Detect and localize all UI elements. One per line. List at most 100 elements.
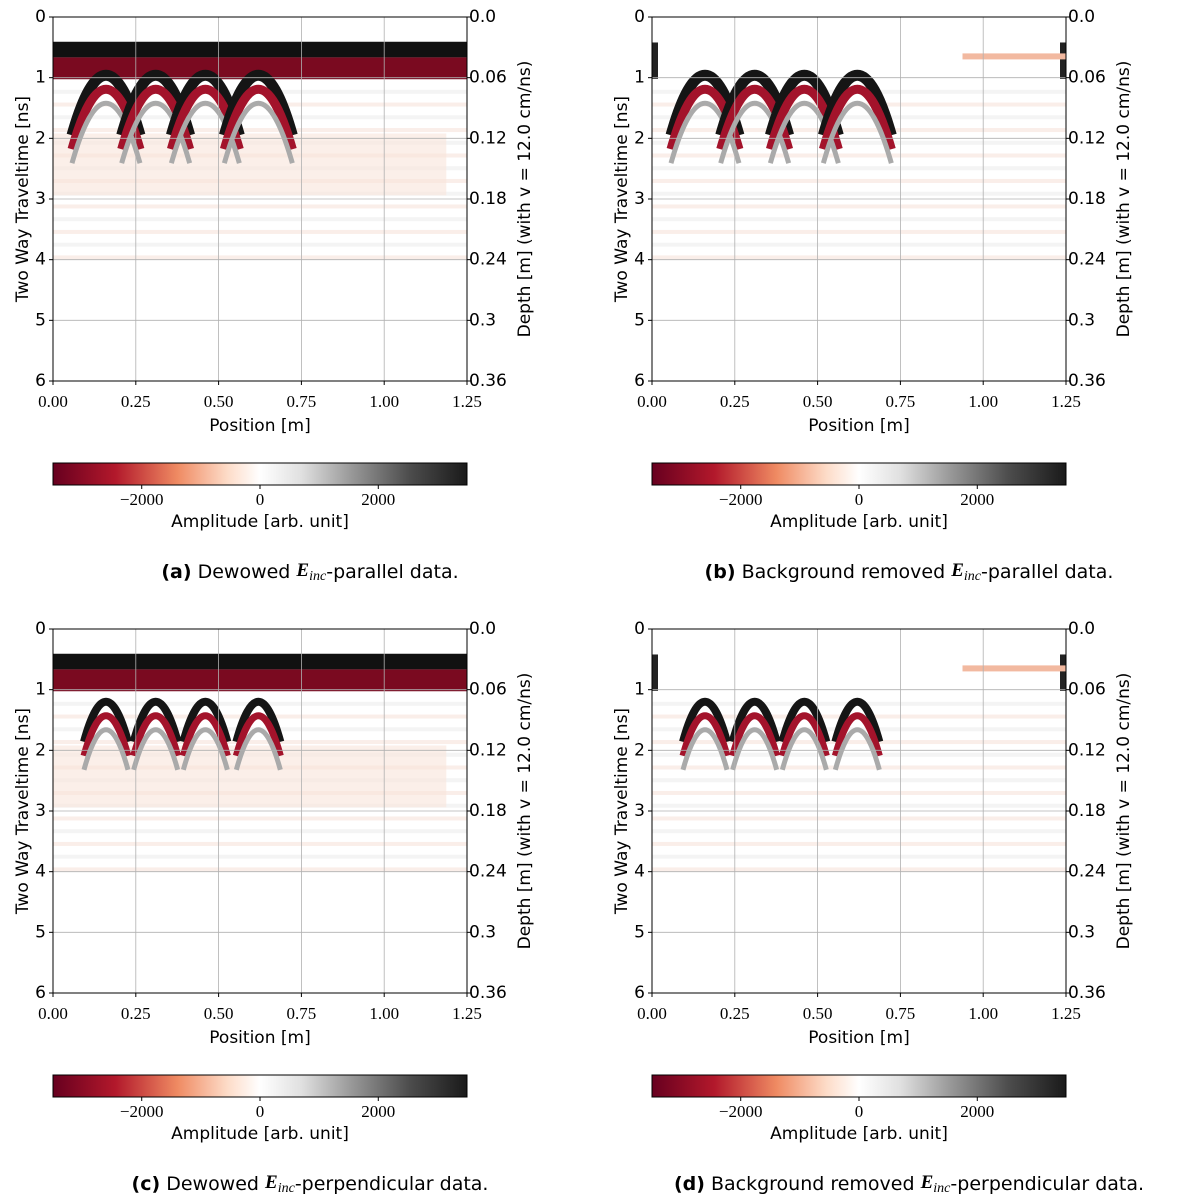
y2-tick-label: 0.36 <box>1068 371 1106 391</box>
hyperbola-red <box>831 712 883 757</box>
hyperbola-gray <box>730 727 780 771</box>
y-tick-label: 5 <box>35 310 46 330</box>
y-axis-label: Two Way Traveltime [ns] <box>612 96 632 303</box>
x-tick-label: 0.50 <box>204 392 234 411</box>
y-tick-label: 6 <box>634 983 645 1003</box>
y-tick-label: 1 <box>35 680 46 700</box>
texture-band <box>652 790 1066 795</box>
y2-tick-label: 0.0 <box>469 7 496 27</box>
plot-frame <box>651 16 1067 382</box>
hyperbola-red <box>130 712 182 757</box>
hyperbola-dark <box>129 697 182 743</box>
y-tick-label: 0 <box>634 619 645 639</box>
colorbar-tick-label: −2000 <box>120 490 164 509</box>
colorbar <box>651 1074 1067 1098</box>
direct-wave-dark <box>53 653 467 670</box>
colorbar <box>52 1074 468 1098</box>
edge-r <box>1060 654 1066 691</box>
y2-tick-label: 0.12 <box>469 128 507 148</box>
texture-band <box>53 841 467 846</box>
caption-subscript: inc <box>309 569 327 584</box>
hyperbola-dark <box>831 697 884 743</box>
colorbar-tick-label: −2000 <box>120 1102 164 1121</box>
texture-band <box>652 115 1066 120</box>
colorbar-tick-label: 2000 <box>960 1102 994 1121</box>
colorbar-tick-label: 2000 <box>361 1102 395 1121</box>
y2-tick-label: 0.24 <box>1068 250 1106 270</box>
faint-band <box>962 665 1066 672</box>
texture-band <box>652 255 1066 260</box>
hyperbola-red <box>80 712 132 757</box>
plot: 0.00 0.25 0.50 0.75 1.00 1.25 0 1 2 3 4 5 6 0.0 0.06 0.… <box>612 619 1144 1196</box>
x-axis-label: Position [m] <box>808 1028 909 1048</box>
texture-band <box>652 740 1066 745</box>
colorbar-tick-label: 0 <box>256 490 265 509</box>
caption-before: Dewowed <box>198 561 291 583</box>
colorbar-tick-label: 2000 <box>361 490 395 509</box>
y-axis-label: Two Way Traveltime [ns] <box>13 708 33 915</box>
hyperbola-dark <box>818 69 897 137</box>
colorbar-tick-label: 2000 <box>960 490 994 509</box>
texture-band <box>53 115 467 120</box>
edge-r <box>1060 42 1066 79</box>
texture-band <box>652 803 1066 808</box>
y2-tick-label: 0.18 <box>469 189 507 209</box>
colorbar-tick-label: −2000 <box>719 1102 763 1121</box>
x-tick-label: 0.75 <box>886 392 916 411</box>
texture-band <box>53 829 467 834</box>
texture-band <box>53 255 467 260</box>
caption-symbol: E <box>920 1172 934 1193</box>
x-tick-label: 0.25 <box>121 1004 151 1023</box>
caption-before: Dewowed <box>166 1173 259 1195</box>
y-tick-label: 2 <box>35 128 46 148</box>
texture-band <box>652 816 1066 821</box>
x-tick-label: 1.25 <box>452 1004 482 1023</box>
y-tick-label: 0 <box>634 7 645 27</box>
x-tick-label: 0.50 <box>803 392 833 411</box>
caption: (c) Dewowed Einc-perpendicular data. <box>132 1172 489 1196</box>
y2-tick-label: 0.12 <box>1068 128 1106 148</box>
caption-tag: (a) <box>161 561 191 583</box>
x-tick-label: 0.25 <box>720 392 750 411</box>
y-tick-label: 4 <box>634 250 645 270</box>
y2-tick-label: 0.0 <box>469 619 496 639</box>
texture-band <box>652 778 1066 783</box>
caption-tag: (b) <box>705 561 736 583</box>
y-tick-label: 1 <box>634 680 645 700</box>
plot-frame <box>651 628 1067 994</box>
caption-after: -perpendicular data. <box>950 1173 1144 1195</box>
texture-band <box>53 867 467 872</box>
texture-band <box>652 178 1066 183</box>
hyperbola-red <box>729 712 781 757</box>
hyperbola-dark <box>219 69 298 137</box>
hyperbola-red <box>179 712 231 757</box>
y-tick-label: 5 <box>634 310 645 330</box>
colorbar <box>52 462 468 486</box>
y2-tick-label: 0.3 <box>469 922 496 942</box>
x-tick-label: 0.50 <box>803 1004 833 1023</box>
y2-tick-label: 0.24 <box>1068 862 1106 882</box>
hyperbola-gray <box>180 727 230 771</box>
y2-tick-label: 0.24 <box>469 862 507 882</box>
x-tick-label: 1.00 <box>369 1004 399 1023</box>
texture-band <box>652 242 1066 247</box>
edge-l <box>652 654 658 691</box>
x-tick-label: 0.50 <box>204 1004 234 1023</box>
faint-band <box>962 53 1066 60</box>
y2-tick-label: 0.06 <box>469 680 507 700</box>
caption-after: -perpendicular data. <box>295 1173 489 1195</box>
y-tick-label: 5 <box>634 922 645 942</box>
colorbar <box>651 462 1067 486</box>
texture-band <box>53 204 467 209</box>
x-tick-label: 1.00 <box>369 392 399 411</box>
caption-tag: (d) <box>674 1173 705 1195</box>
caption-after: -parallel data. <box>326 561 458 583</box>
y2-tick-label: 0.06 <box>1068 68 1106 88</box>
texture-band <box>53 740 467 745</box>
hyperbola-gray <box>233 727 283 771</box>
y-tick-label: 4 <box>35 250 46 270</box>
plot: 0.00 0.25 0.50 0.75 1.00 1.25 0 1 2 3 4 5 6 0.0 0.06 0.… <box>13 7 535 584</box>
hyperbola-gray <box>680 727 730 771</box>
plot-frame <box>52 628 468 994</box>
